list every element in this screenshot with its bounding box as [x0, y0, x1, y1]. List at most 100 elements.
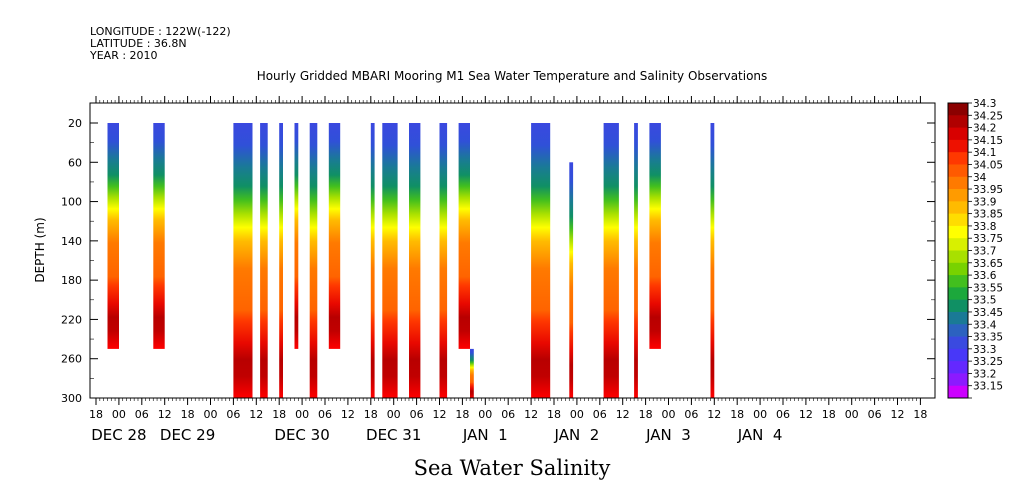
data-column-17 [634, 123, 638, 398]
x-tick-label: 00 [204, 408, 218, 421]
x-tick-label: 00 [478, 408, 492, 421]
x-tick-label: 12 [524, 408, 538, 421]
data-column-9 [382, 123, 398, 398]
colorbar-swatch [948, 139, 968, 153]
data-column-18 [649, 123, 661, 349]
colorbar-swatch [948, 311, 968, 325]
data-column-8 [370, 123, 375, 398]
data-column-4 [279, 123, 283, 398]
x-hour-ticks: 18 00 06 12 18 00 06 12 18 00 06 12 18 00 06 12 18 00 06 12… [89, 96, 927, 421]
longitude-label: LONGITUDE : 122W(-122) [90, 25, 231, 38]
x-tick-label: 00 [845, 408, 859, 421]
x-tick-label: 18 [547, 408, 561, 421]
colorbar-label: 33.25 [973, 356, 1003, 368]
colorbar-label: 34 [973, 172, 987, 184]
x-day-labels: DEC 28 DEC 29 DEC 30 DEC 31 JAN 1 JAN 2 JAN 3 J… [91, 426, 782, 444]
colorbar-swatch [948, 287, 968, 301]
x-tick-label: 06 [868, 408, 882, 421]
colorbar-swatch [948, 201, 968, 215]
colorbar-label: 33.45 [973, 307, 1003, 319]
colorbar-swatch [948, 238, 968, 251]
colorbar-label: 33.75 [973, 233, 1003, 245]
x-day-label: JAN 4 [737, 426, 783, 444]
data-column-19 [710, 123, 715, 398]
x-tick-label: 18 [913, 408, 927, 421]
x-tick-label: 06 [776, 408, 790, 421]
x-tick-label: 06 [684, 408, 698, 421]
colorbar-label: 34.1 [973, 147, 996, 159]
colorbar-label: 33.2 [973, 368, 996, 380]
y-tick-label: 20 [68, 117, 82, 130]
year-label: YEAR : 2010 [89, 49, 158, 62]
x-tick-label: 06 [501, 408, 515, 421]
y-tick-label: 180 [61, 274, 82, 287]
colorbar-label: 33.55 [973, 282, 1003, 294]
x-tick-label: 18 [272, 408, 286, 421]
colorbar-label: 33.65 [973, 258, 1003, 270]
data-column-11 [439, 123, 448, 398]
colorbar-swatch [948, 361, 968, 374]
data-column-15 [569, 162, 574, 398]
colorbar-swatch [948, 299, 968, 313]
colorbar-label: 34.15 [973, 135, 1003, 147]
colorbar-swatch [948, 250, 968, 264]
data-column-16 [603, 123, 619, 398]
x-day-label: JAN 1 [462, 426, 508, 444]
y-tick-label: 260 [61, 353, 82, 366]
colorbar-swatch [948, 336, 968, 350]
colorbar-swatch [948, 225, 968, 239]
chart-title: Hourly Gridded MBARI Mooring M1 Sea Wate… [257, 69, 768, 83]
colorbar-swatch [948, 189, 968, 202]
colorbar-label: 34.25 [973, 110, 1003, 122]
colorbar-swatch [948, 176, 968, 190]
x-tick-label: 06 [410, 408, 424, 421]
data-column-5 [294, 123, 299, 349]
x-tick-label: 18 [730, 408, 744, 421]
data-columns [107, 123, 715, 398]
x-tick-label: 12 [616, 408, 630, 421]
x-tick-label: 12 [341, 408, 355, 421]
x-tick-label: 00 [753, 408, 767, 421]
x-day-label: DEC 31 [366, 426, 421, 444]
x-tick-label: 00 [570, 408, 584, 421]
colorbar-label: 33.8 [973, 221, 996, 233]
plot-frame [89, 102, 936, 399]
x-tick-label: 18 [89, 408, 103, 421]
x-tick-label: 06 [593, 408, 607, 421]
x-tick-label: 00 [387, 408, 401, 421]
x-tick-label: 06 [135, 408, 149, 421]
x-day-label: DEC 29 [160, 426, 215, 444]
x-tick-label: 12 [433, 408, 447, 421]
y-tick-label: 60 [68, 156, 82, 169]
colorbar-label: 33.15 [973, 381, 1003, 393]
data-column-12 [458, 123, 470, 349]
y-axis-label: DEPTH (m) [33, 217, 47, 282]
x-minor-ticks [95, 100, 921, 401]
data-column-7 [328, 123, 341, 349]
colorbar-label: 33.4 [973, 319, 997, 331]
data-column-6 [309, 123, 318, 398]
x-tick-label: 06 [318, 408, 332, 421]
data-column-13 [470, 348, 474, 398]
colorbar-label: 33.35 [973, 332, 1003, 344]
colorbar-swatch [948, 115, 968, 128]
x-tick-label: 00 [112, 408, 126, 421]
x-tick-label: 12 [799, 408, 813, 421]
y-tick-label: 220 [61, 313, 82, 326]
data-column-10 [409, 123, 421, 398]
colorbar-swatch [948, 385, 968, 399]
latitude-label: LATITUDE : 36.8N [90, 37, 187, 50]
y-tick-label: 300 [61, 392, 82, 405]
colorbar-swatch [948, 324, 968, 337]
colorbar-label: 33.6 [973, 270, 997, 282]
colorbar-label: 33.9 [973, 196, 996, 208]
colorbar-swatch [948, 373, 968, 387]
y-tick-label: 100 [61, 196, 82, 209]
data-column-0 [107, 123, 119, 349]
x-tick-label: 12 [891, 408, 905, 421]
colorbar-swatch [948, 262, 968, 276]
data-column-3 [260, 123, 268, 398]
data-column-14 [531, 123, 551, 398]
x-day-label: JAN 2 [554, 426, 600, 444]
